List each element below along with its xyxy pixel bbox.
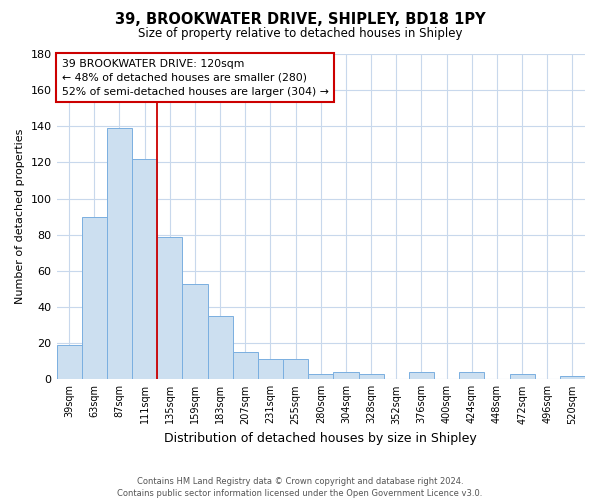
Bar: [560, 376, 585, 380]
Text: Contains HM Land Registry data © Crown copyright and database right 2024.
Contai: Contains HM Land Registry data © Crown c…: [118, 476, 482, 498]
Bar: [208, 316, 233, 380]
Bar: [182, 284, 208, 380]
Text: 39 BROOKWATER DRIVE: 120sqm
← 48% of detached houses are smaller (280)
52% of se: 39 BROOKWATER DRIVE: 120sqm ← 48% of det…: [62, 59, 329, 97]
Bar: [56, 345, 82, 380]
Text: Size of property relative to detached houses in Shipley: Size of property relative to detached ho…: [138, 28, 462, 40]
Bar: [283, 360, 308, 380]
Bar: [258, 360, 283, 380]
Text: 39, BROOKWATER DRIVE, SHIPLEY, BD18 1PY: 39, BROOKWATER DRIVE, SHIPLEY, BD18 1PY: [115, 12, 485, 28]
Bar: [409, 372, 434, 380]
Bar: [107, 128, 132, 380]
Bar: [233, 352, 258, 380]
Bar: [459, 372, 484, 380]
Bar: [509, 374, 535, 380]
X-axis label: Distribution of detached houses by size in Shipley: Distribution of detached houses by size …: [164, 432, 477, 445]
Bar: [82, 216, 107, 380]
Bar: [359, 374, 383, 380]
Bar: [132, 159, 157, 380]
Bar: [334, 372, 359, 380]
Bar: [308, 374, 334, 380]
Bar: [157, 236, 182, 380]
Y-axis label: Number of detached properties: Number of detached properties: [15, 129, 25, 304]
